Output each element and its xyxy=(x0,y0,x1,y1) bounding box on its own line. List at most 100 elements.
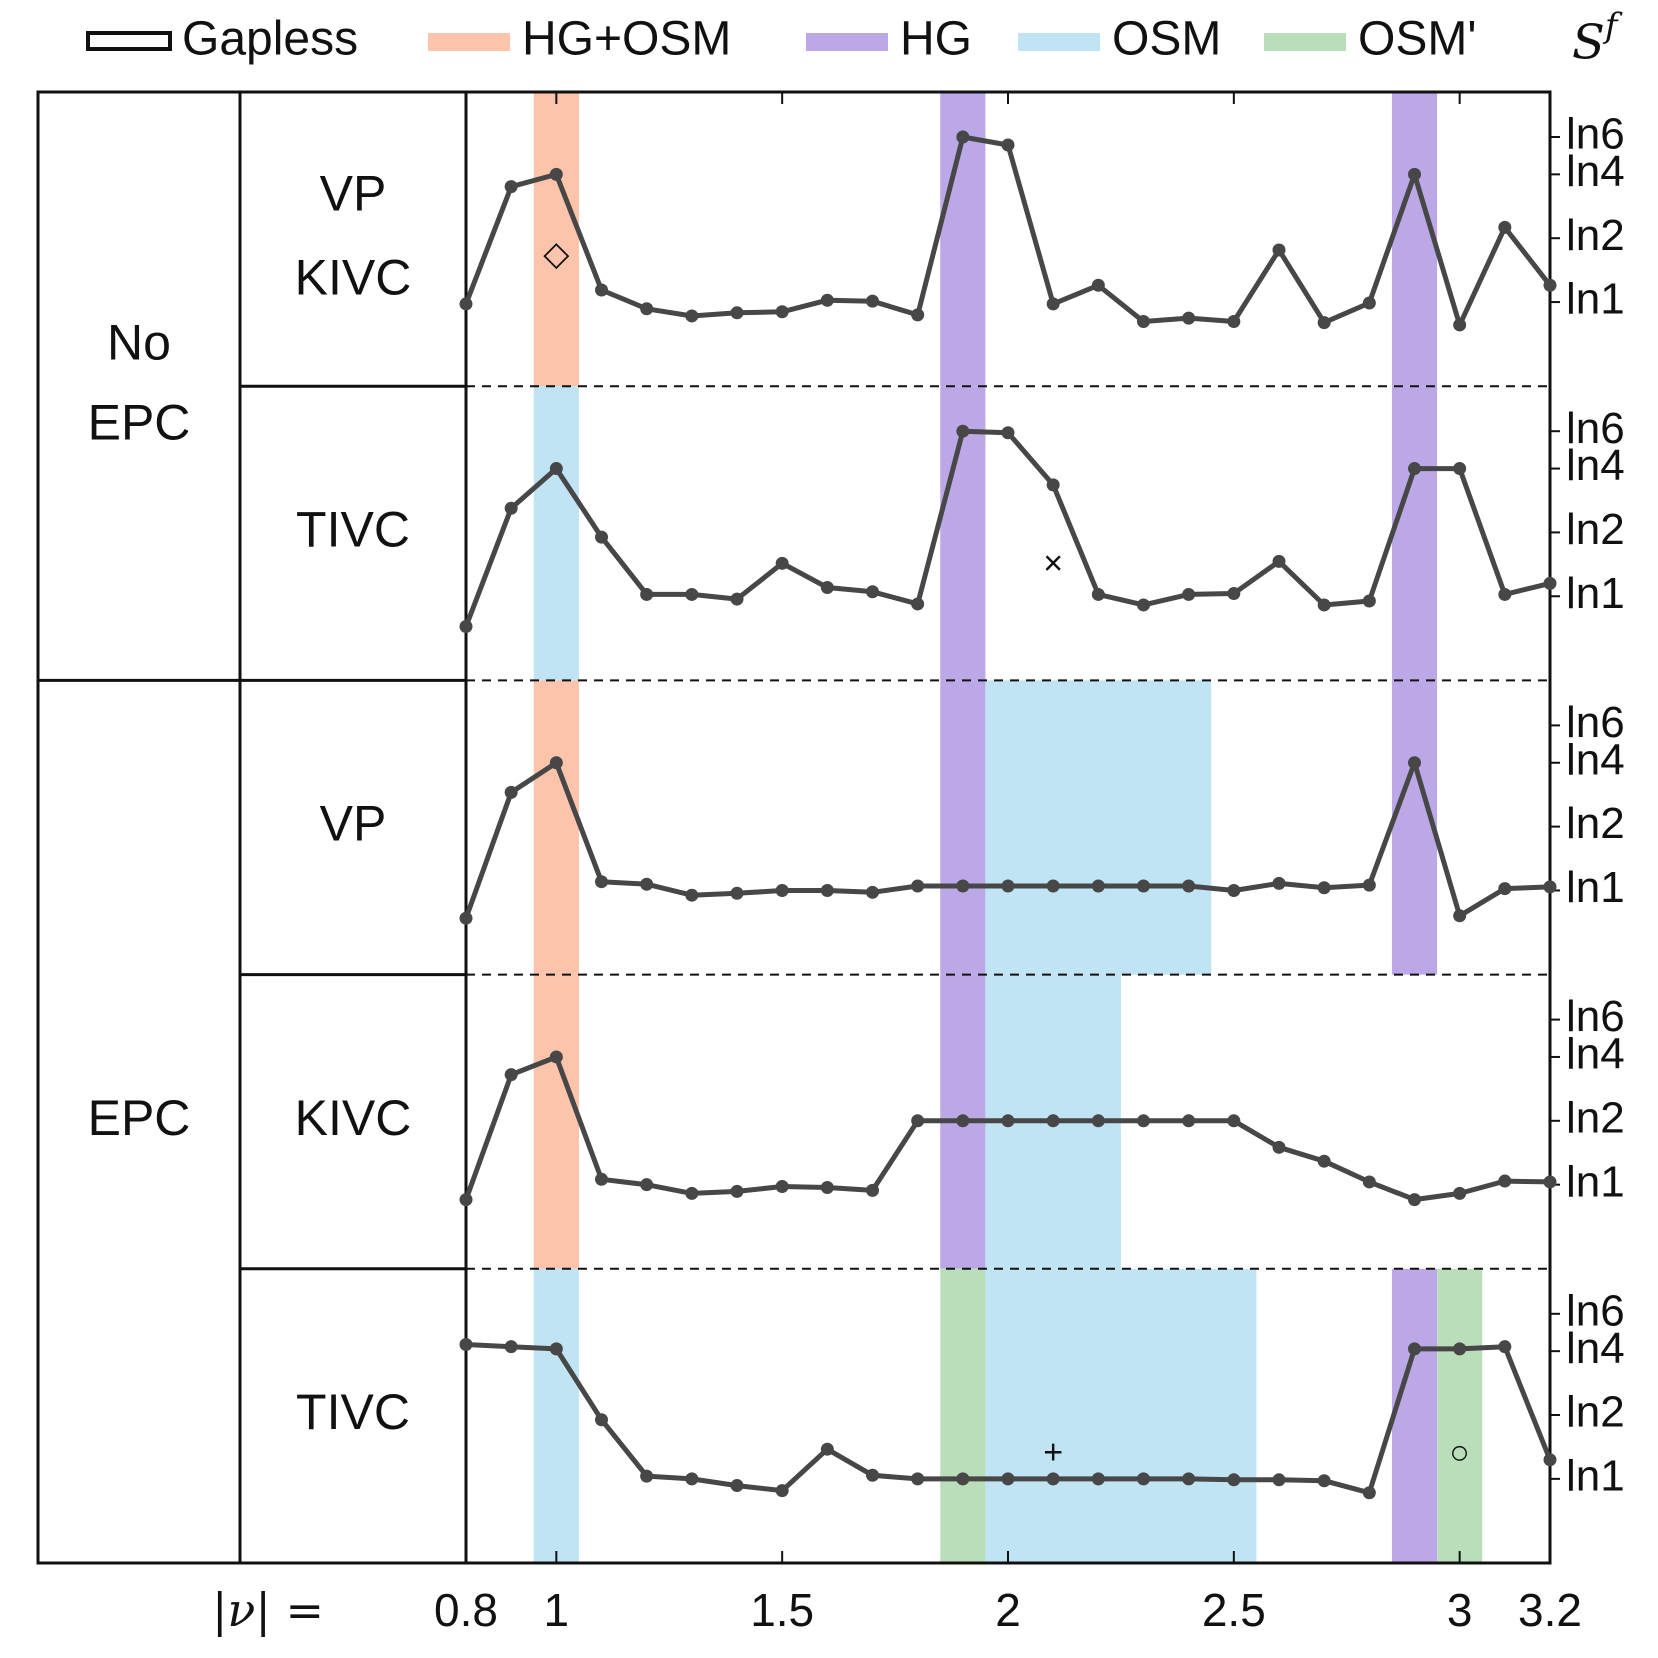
data-point xyxy=(1046,297,1060,311)
data-point xyxy=(866,885,879,899)
legend-swatch-osm- xyxy=(1264,33,1346,51)
data-point xyxy=(549,462,563,476)
data-point xyxy=(775,305,789,319)
band-hg-panel-2 xyxy=(1391,386,1438,681)
y-tick-label: ln6 xyxy=(1566,110,1625,159)
series-layer: ◇ × + ○ xyxy=(459,130,1557,1500)
y-tick-label: ln2 xyxy=(1566,1388,1625,1437)
panel-marker: ○ xyxy=(1449,1434,1470,1472)
data-point xyxy=(1227,314,1241,328)
y-tick-label: ln1 xyxy=(1566,863,1625,912)
state-label: VP xyxy=(320,165,387,221)
data-point xyxy=(549,756,563,770)
data-point xyxy=(1362,296,1376,310)
data-point xyxy=(1453,909,1467,923)
data-point xyxy=(1543,278,1557,292)
y-tick-label: ln6 xyxy=(1566,992,1625,1041)
data-point xyxy=(1182,1114,1196,1128)
state-label: KIVC xyxy=(295,249,412,305)
data-point xyxy=(1498,882,1512,896)
panel-marker: + xyxy=(1043,1434,1063,1472)
data-point xyxy=(1317,598,1331,612)
data-point xyxy=(911,1114,925,1128)
data-point xyxy=(820,1442,834,1456)
data-point xyxy=(1317,1154,1331,1168)
data-point xyxy=(595,283,608,297)
data-point xyxy=(1091,587,1105,601)
data-point xyxy=(911,1472,925,1486)
data-point xyxy=(595,530,608,544)
data-point xyxy=(956,879,970,893)
state-label: TIVC xyxy=(296,502,410,558)
frame xyxy=(36,90,1560,1565)
data-point xyxy=(1408,1193,1421,1207)
y-tick-label: ln4 xyxy=(1566,1030,1625,1079)
data-point xyxy=(549,167,563,181)
legend-label: Gapless xyxy=(182,13,358,66)
band-hg-osm-panel-1 xyxy=(533,92,579,387)
y-tick-label: ln4 xyxy=(1566,735,1625,784)
data-point xyxy=(1137,1472,1150,1486)
data-point xyxy=(1453,1342,1467,1356)
group-label-no-epc: No xyxy=(107,314,171,370)
data-point xyxy=(911,308,925,322)
data-point xyxy=(1001,138,1015,152)
y-tick-label: ln1 xyxy=(1566,1157,1625,1206)
data-point xyxy=(1182,311,1196,325)
data-point xyxy=(1046,1114,1060,1128)
legend-swatch-hg xyxy=(806,33,888,51)
data-point xyxy=(1272,1473,1286,1487)
y-tick-label: ln1 xyxy=(1566,275,1625,324)
data-point xyxy=(1498,587,1512,601)
data-point xyxy=(820,580,834,594)
data-point xyxy=(685,1472,699,1486)
data-point xyxy=(956,1114,970,1128)
band-osm--panel-5 xyxy=(940,1268,986,1563)
data-point xyxy=(1001,426,1015,440)
data-point xyxy=(730,306,744,320)
data-point xyxy=(1498,1174,1512,1188)
group-label-epc: EPC xyxy=(88,1090,191,1146)
data-point xyxy=(1362,1486,1376,1500)
data-point xyxy=(1137,1114,1150,1128)
data-point xyxy=(866,1468,879,1482)
data-point xyxy=(956,1472,970,1486)
legend: Gapless HG+OSM HG OSM OSM' Sf xyxy=(86,6,1623,71)
x-tick-label: 0.8 xyxy=(434,1584,498,1636)
data-point xyxy=(1227,1473,1241,1487)
data-point xyxy=(866,1183,879,1197)
band-hg-panel-3 xyxy=(940,680,986,975)
data-point xyxy=(459,1193,473,1207)
series-line-panel-2 xyxy=(463,428,1551,628)
data-point xyxy=(640,877,654,891)
data-point xyxy=(1137,879,1150,893)
legend-swatch-gapless xyxy=(86,31,172,51)
panel-marker: × xyxy=(1043,544,1063,582)
data-point xyxy=(730,886,744,900)
data-point xyxy=(1543,880,1557,894)
y-tick-label: ln4 xyxy=(1566,1324,1625,1373)
band-hg-panel-1 xyxy=(1391,92,1438,387)
data-point xyxy=(1001,879,1015,893)
data-point xyxy=(504,1068,518,1082)
data-point xyxy=(1408,167,1421,181)
data-point xyxy=(1543,1175,1557,1189)
data-point xyxy=(1227,883,1241,897)
y-tick-label: ln6 xyxy=(1566,698,1625,747)
data-point xyxy=(1137,598,1150,612)
legend-swatch-osm xyxy=(1018,33,1100,51)
data-point xyxy=(1182,587,1196,601)
y-tick-label: ln6 xyxy=(1566,1286,1625,1335)
y-tick-label: ln1 xyxy=(1566,1451,1625,1500)
data-point xyxy=(1046,879,1060,893)
legend-label: OSM' xyxy=(1358,13,1477,66)
data-point xyxy=(1182,879,1196,893)
data-point xyxy=(1046,478,1060,492)
data-point xyxy=(549,1050,563,1064)
legend-label: HG xyxy=(900,13,972,66)
band-osm-panel-5 xyxy=(985,1268,1257,1563)
y-tick-label: ln4 xyxy=(1566,441,1625,490)
data-point xyxy=(504,501,518,515)
x-tick-label: 1 xyxy=(544,1584,570,1636)
